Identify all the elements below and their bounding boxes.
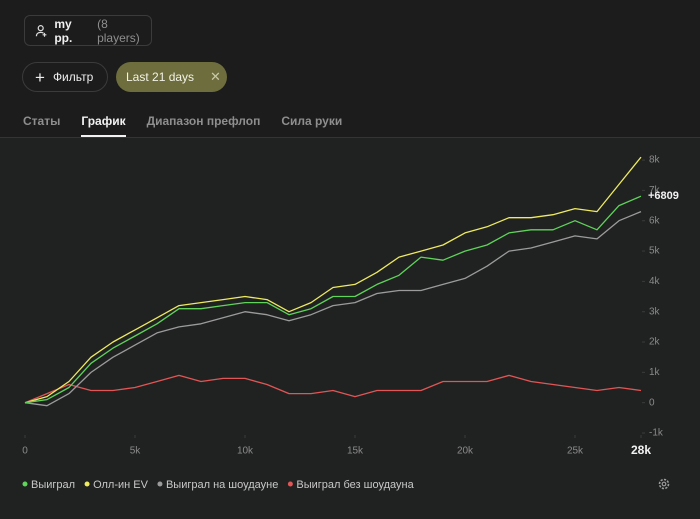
close-icon[interactable]: ✕ xyxy=(210,69,221,84)
legend-dot xyxy=(287,481,293,487)
chart-panel: -1k 0 1k 2k 3k 4k 5k 6k 7k 8k 0 5k 10k 15k 20k 25k 28k +6… xyxy=(0,138,700,519)
y-tick-label: 4k xyxy=(649,276,661,287)
divider xyxy=(0,137,700,138)
y-tick-label: 8k xyxy=(649,155,661,166)
tabs: Статы График Диапазон префлоп Сила руки xyxy=(23,114,342,137)
settings-icon-hole xyxy=(661,481,667,487)
series-line xyxy=(24,195,642,404)
series-line xyxy=(24,156,642,404)
y-tick-label: 0 xyxy=(649,397,655,408)
legend-dot xyxy=(22,481,28,487)
filter-label: Фильтр xyxy=(52,70,94,84)
player-selector[interactable]: my pp. (8 players) xyxy=(24,15,152,46)
legend-dot xyxy=(84,481,90,487)
legend-label: Выиграл на шоудауне xyxy=(166,479,278,491)
value-label: +6809 xyxy=(648,190,679,202)
x-tick-label: 10k xyxy=(237,446,254,457)
x-tick-label: 25k xyxy=(567,446,584,457)
y-tick-label: 7k xyxy=(649,185,661,196)
tab[interactable]: Статы xyxy=(23,114,61,128)
x-tick-label: 5k xyxy=(130,446,142,457)
players-count: (8 players) xyxy=(97,16,140,45)
y-tick-label: 3k xyxy=(649,306,661,317)
legend-label: Выиграл xyxy=(31,479,75,491)
chart: -1k 0 1k 2k 3k 4k 5k 6k 7k 8k 0 5k 10k 15k 20k 25k 28k +6… xyxy=(22,155,679,491)
y-tick-label: -1k xyxy=(649,428,664,439)
settings-icon[interactable] xyxy=(658,478,670,490)
filter-button[interactable]: + Фильтр xyxy=(22,62,108,92)
player-name: my pp. xyxy=(54,16,73,45)
y-tick-label: 6k xyxy=(649,215,661,226)
plus-icon: + xyxy=(35,67,45,87)
y-tick-label: 2k xyxy=(649,337,661,348)
date-chip[interactable]: Last 21 days ✕ xyxy=(116,62,227,92)
y-tick-label: 5k xyxy=(649,246,661,257)
settings-icon-ring xyxy=(658,478,670,490)
date-label: Last 21 days xyxy=(126,70,195,84)
y-tick-label: 1k xyxy=(649,367,661,378)
legend-label: Выиграл без шоудауна xyxy=(296,479,414,491)
user-icon xyxy=(35,24,47,37)
series-line xyxy=(24,374,642,404)
tab[interactable]: Сила руки xyxy=(281,114,343,128)
tab[interactable]: Диапазон префлоп xyxy=(146,114,261,128)
legend-dot xyxy=(157,481,163,487)
tab[interactable]: График xyxy=(81,114,126,137)
x-tick-label: 0 xyxy=(22,446,28,457)
x-tick-label: 15k xyxy=(347,446,364,457)
x-tick-label: 20k xyxy=(457,446,474,457)
legend-label: Олл-ин EV xyxy=(93,479,149,491)
x-tick-label: 28k xyxy=(631,443,651,457)
series-line xyxy=(24,210,642,407)
